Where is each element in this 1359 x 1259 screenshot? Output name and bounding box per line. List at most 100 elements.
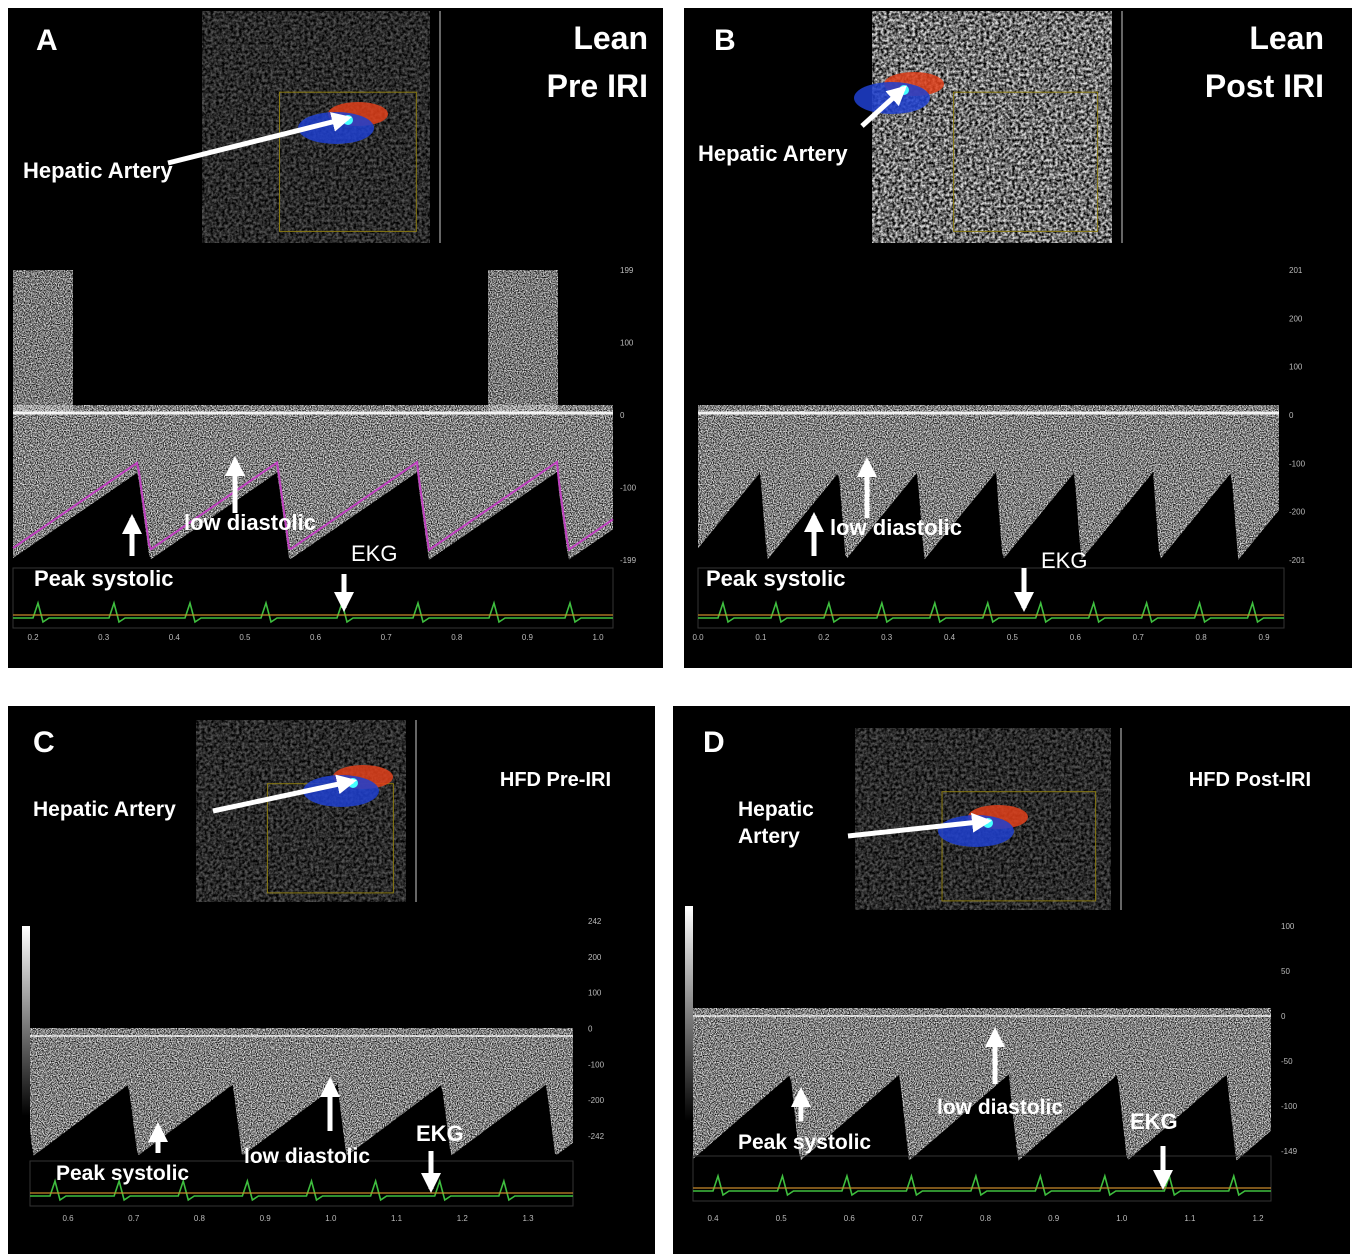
y-axis-label: -199 — [620, 556, 637, 565]
panel: A Lean Pre IRI Hepatic Artery 199 100 0 -100 -19… — [8, 8, 663, 668]
x-axis-label: 1.1 — [1184, 1214, 1196, 1223]
y-axis-label: 0 — [1281, 1012, 1286, 1021]
x-axis-label: 0.4 — [944, 633, 956, 642]
x-axis-label: 1.3 — [522, 1214, 534, 1223]
x-axis-label: 0.0 — [692, 633, 704, 642]
y-axis-label: -200 — [1289, 508, 1306, 517]
y-axis-label: -242 — [588, 1132, 605, 1141]
x-axis-label: 0.1 — [755, 633, 767, 642]
ekg-label: EKG — [1130, 1109, 1178, 1134]
x-axis-label: 0.3 — [98, 633, 110, 642]
y-axis-label: 100 — [620, 339, 634, 348]
x-axis-label: 1.0 — [1116, 1214, 1128, 1223]
panel-letter: C — [33, 726, 55, 759]
gray-scale-bar — [685, 906, 693, 1121]
x-axis-label: 0.9 — [1258, 633, 1270, 642]
ultrasound-image — [196, 720, 406, 902]
ekg-label: EKG — [416, 1121, 464, 1146]
y-axis-label: -200 — [588, 1096, 605, 1105]
y-axis-label: -100 — [620, 484, 637, 493]
y-axis-label: 100 — [1289, 363, 1303, 372]
x-axis-label: 0.6 — [1070, 633, 1082, 642]
panel-title: Post IRI — [1205, 68, 1324, 104]
x-axis-label: 1.2 — [1252, 1214, 1264, 1223]
systolic-label: Peak systolic — [34, 566, 173, 591]
y-axis-label: -149 — [1281, 1147, 1298, 1156]
x-axis-label: 0.2 — [27, 633, 39, 642]
x-axis-label: 1.0 — [325, 1214, 337, 1223]
y-axis-label: 201 — [1289, 266, 1303, 275]
x-axis-label: 0.5 — [1007, 633, 1019, 642]
panel-title: HFD Pre-IRI — [500, 769, 611, 791]
vessel-label: Hepatic Artery — [23, 158, 173, 183]
page: {"panels":[ {"letter":"A","title":["Lean… — [0, 0, 1359, 1254]
ekg-label: EKG — [1041, 548, 1087, 573]
panel: B Lean Post IRI Hepatic Artery 201 200 100 0 -10… — [684, 8, 1352, 668]
y-axis-label: 200 — [588, 953, 602, 962]
x-axis-label: 0.8 — [1196, 633, 1208, 642]
vessel-label: Hepatic — [738, 798, 814, 821]
vessel-label: Artery — [738, 825, 800, 848]
y-axis-label: -100 — [1289, 459, 1306, 468]
x-axis-label: 0.7 — [1133, 633, 1145, 642]
x-axis-label: 0.8 — [451, 633, 463, 642]
diastolic-label: low diastolic — [244, 1145, 370, 1168]
panel-letter: A — [36, 24, 58, 57]
x-axis-label: 1.1 — [391, 1214, 403, 1223]
ekg-label: EKG — [351, 541, 397, 566]
x-axis-label: 0.4 — [169, 633, 181, 642]
x-axis-label: 0.7 — [381, 633, 393, 642]
x-axis-label: 0.2 — [818, 633, 830, 642]
y-axis-label: 100 — [588, 989, 602, 998]
y-axis-label: 100 — [1281, 922, 1295, 931]
x-axis-label: 0.9 — [522, 633, 534, 642]
systolic-label: Peak systolic — [706, 566, 845, 591]
x-axis-label: 0.8 — [194, 1214, 206, 1223]
x-axis-label: 0.4 — [707, 1214, 719, 1223]
doppler-spectrum-up — [13, 270, 73, 413]
x-axis-label: 0.9 — [260, 1214, 272, 1223]
y-axis-label: 242 — [588, 917, 602, 926]
y-axis-label: 199 — [620, 266, 634, 275]
panel-title: HFD Post-IRI — [1189, 769, 1311, 791]
systolic-label: Peak systolic — [56, 1162, 189, 1185]
vessel-label: Hepatic Artery — [33, 798, 176, 821]
y-axis-label: -201 — [1289, 556, 1306, 565]
y-axis-label: 50 — [1281, 967, 1290, 976]
x-axis-label: 1.2 — [457, 1214, 469, 1223]
y-axis-label: 0 — [620, 411, 625, 420]
x-axis-label: 0.7 — [912, 1214, 924, 1223]
y-axis-label: 200 — [1289, 314, 1303, 323]
x-axis-label: 0.7 — [128, 1214, 140, 1223]
panel: D HFD Post-IRI Hepatic Artery 100 50 0 -50 -100 -… — [673, 706, 1350, 1254]
x-axis-label: 0.3 — [881, 633, 893, 642]
panel-letter: D — [703, 726, 725, 759]
diastolic-label: low diastolic — [830, 515, 962, 540]
x-axis-label: 0.6 — [62, 1214, 74, 1223]
panel: C HFD Pre-IRI Hepatic Artery 242 200 100 0 -100… — [8, 706, 655, 1254]
x-axis-label: 0.5 — [239, 633, 251, 642]
x-axis-label: 0.6 — [844, 1214, 856, 1223]
x-axis-label: 0.8 — [980, 1214, 992, 1223]
y-axis-label: -100 — [588, 1060, 605, 1069]
y-axis-label: 0 — [1289, 411, 1294, 420]
vessel-label: Hepatic Artery — [698, 141, 848, 166]
diastolic-label: low diastolic — [937, 1096, 1063, 1119]
x-axis-label: 1.0 — [592, 633, 604, 642]
diastolic-label: low diastolic — [184, 510, 316, 535]
figure: A Lean Pre IRI Hepatic Artery 199 100 0 -100 -19… — [0, 0, 1359, 1254]
x-axis-label: 0.5 — [776, 1214, 788, 1223]
gray-scale-bar — [22, 926, 30, 1116]
x-axis-label: 0.6 — [310, 633, 322, 642]
panel-title: Lean — [573, 20, 648, 56]
y-axis-label: 0 — [588, 1025, 593, 1034]
panel-letter: B — [714, 24, 736, 57]
doppler-spectrum-up — [488, 270, 558, 413]
y-axis-label: -50 — [1281, 1057, 1293, 1066]
x-axis-label: 0.9 — [1048, 1214, 1060, 1223]
y-axis-label: -100 — [1281, 1102, 1298, 1111]
panel-title: Pre IRI — [547, 68, 648, 104]
ultrasound-image — [872, 11, 1112, 243]
systolic-label: Peak systolic — [738, 1131, 871, 1154]
panel-title: Lean — [1249, 20, 1324, 56]
